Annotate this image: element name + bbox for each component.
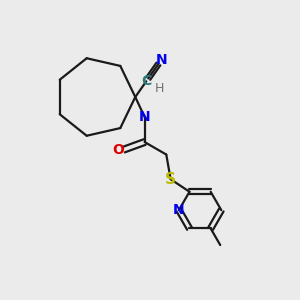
Text: N: N — [173, 203, 185, 217]
Text: C: C — [141, 74, 152, 88]
Text: N: N — [155, 53, 167, 67]
Text: O: O — [112, 142, 124, 157]
Text: N: N — [139, 110, 150, 124]
Text: S: S — [165, 172, 176, 187]
Text: H: H — [155, 82, 164, 95]
